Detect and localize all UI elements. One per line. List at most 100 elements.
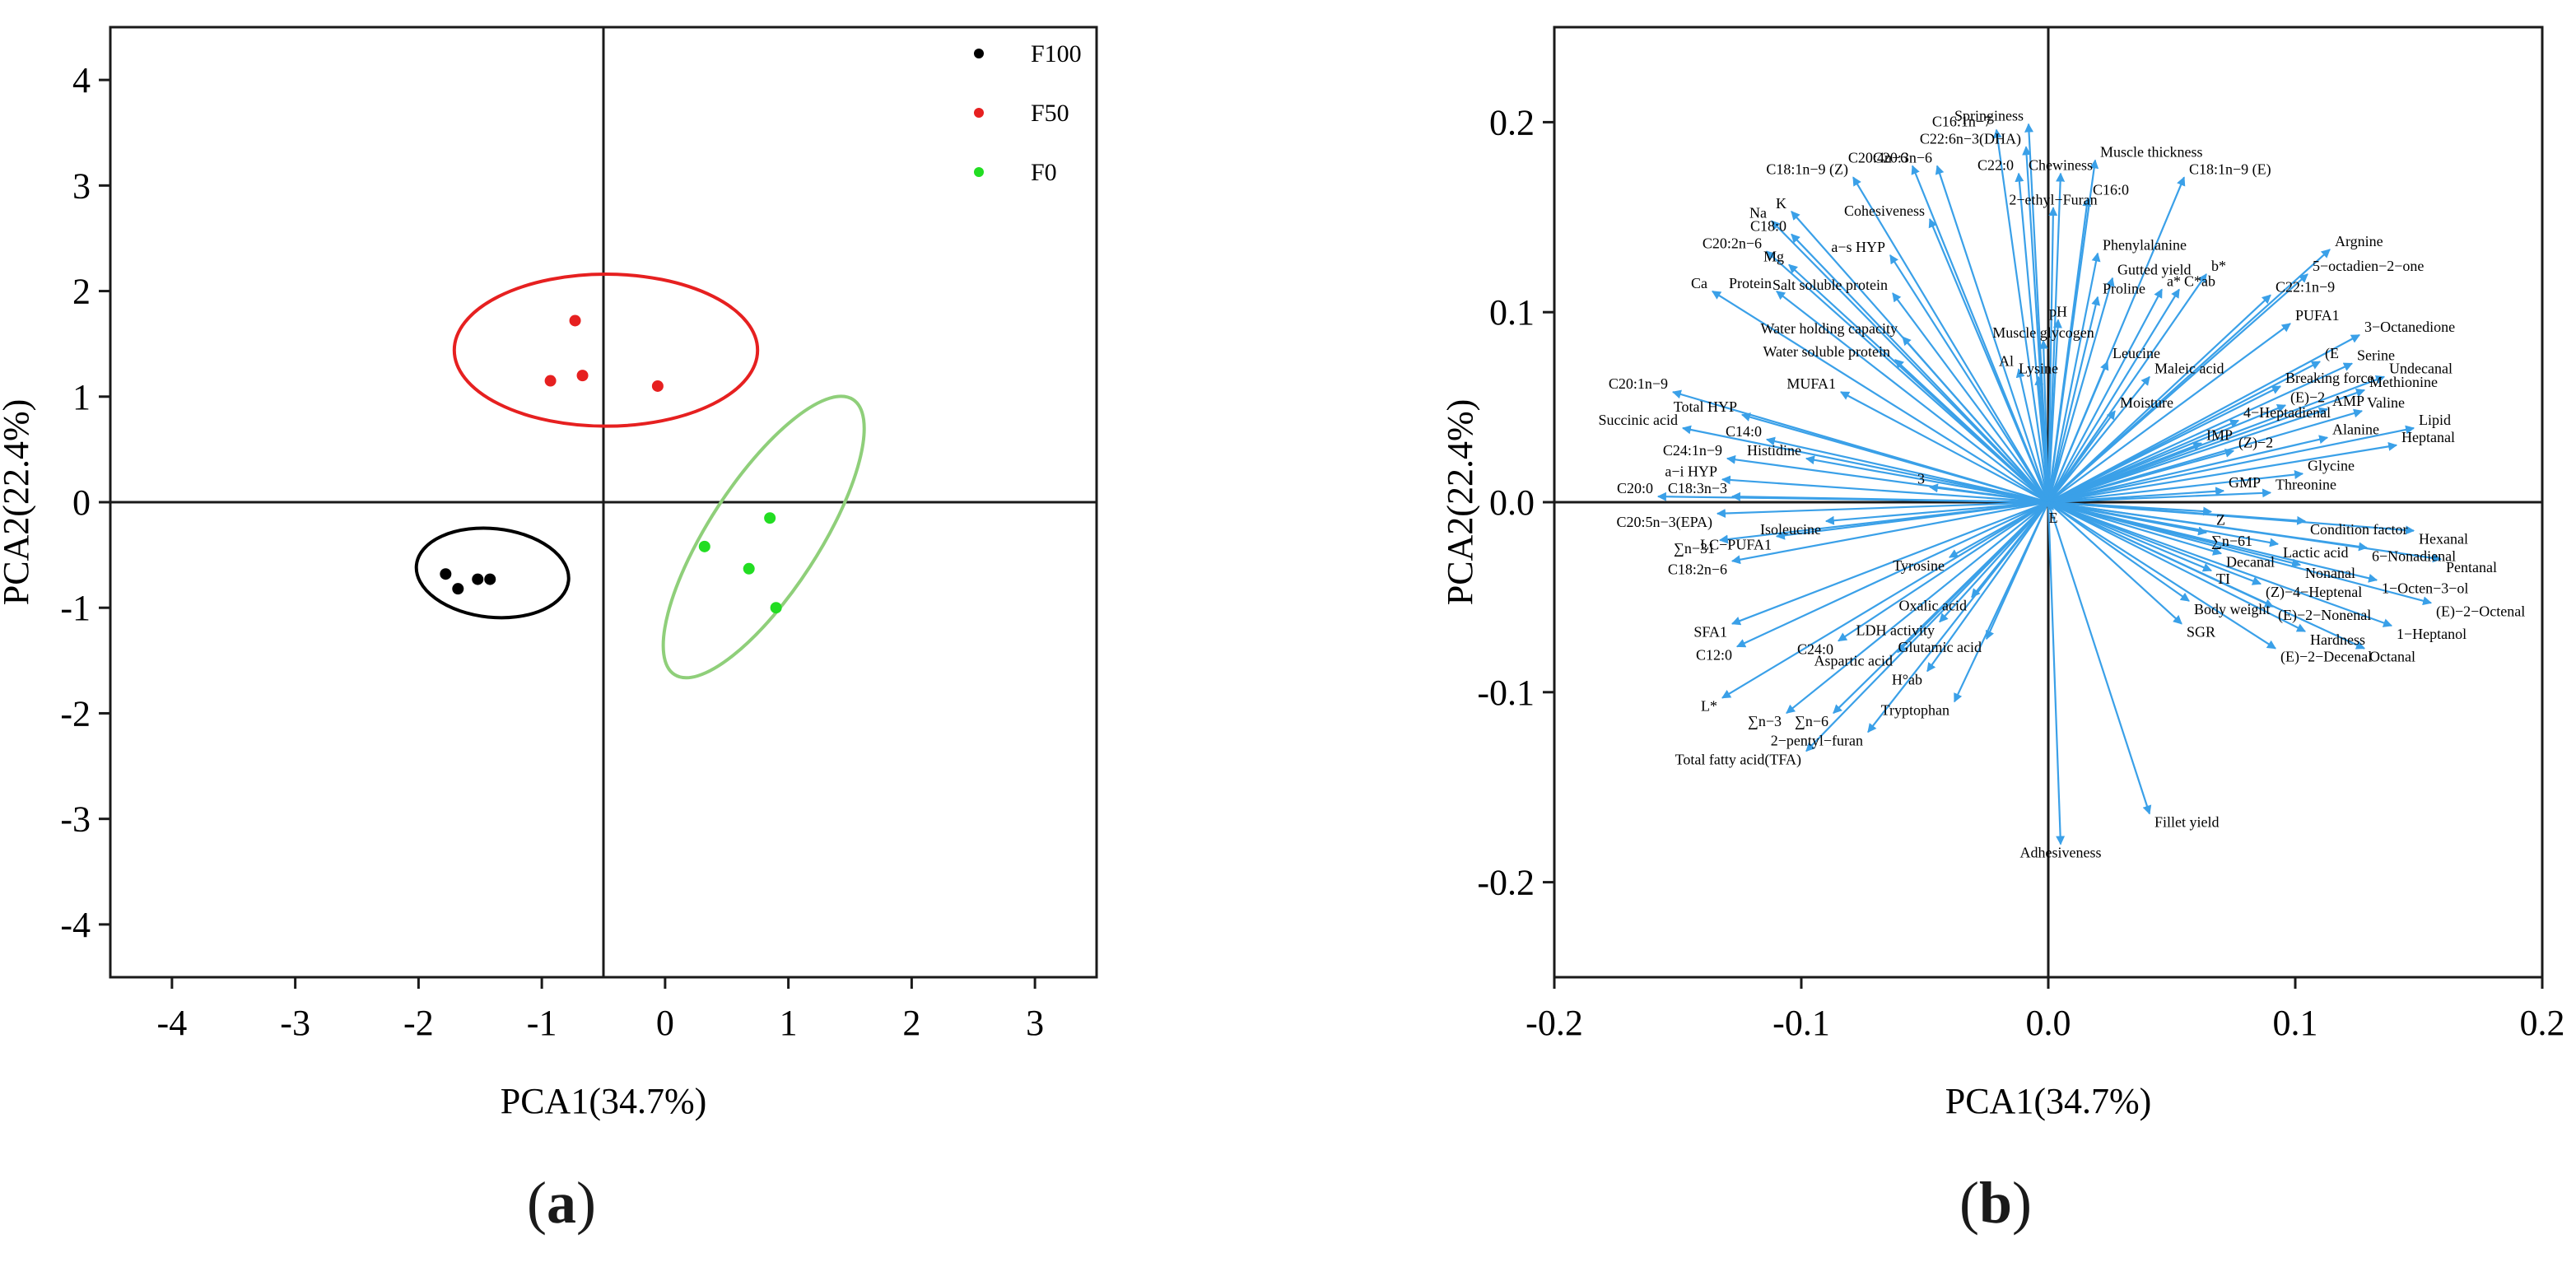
loading-arrow (1889, 254, 2049, 503)
data-point-f0 (770, 602, 782, 614)
loading-label: Proline (2103, 281, 2145, 297)
loading-label: pH (2049, 303, 2067, 319)
loading-arrow (2047, 501, 2306, 632)
loading-label: Mg (1763, 249, 1784, 265)
loading-label: Na (1749, 204, 1767, 221)
loading-label: Z (2216, 512, 2225, 529)
loading-label: Tyrosine (1893, 557, 1945, 574)
loading-arrow (2047, 501, 2415, 535)
loading-arrow (2047, 501, 2433, 606)
loading-arrow (2047, 501, 2223, 556)
loading-label: a−i HYP (1665, 463, 1717, 479)
loading-arrow (2015, 368, 2050, 503)
y-axis-title: PCA2(22.4%) (1440, 399, 1480, 606)
loading-arrow (2047, 362, 2354, 504)
loading-label: Al (1999, 352, 2014, 369)
panel-label-a-letter: a (546, 1170, 576, 1236)
loading-label: ∑n−61 (2211, 533, 2252, 549)
loading-arrow (1867, 501, 2049, 734)
x-tick-label: 0.2 (2520, 1003, 2565, 1043)
data-point-f100 (484, 573, 496, 585)
loading-label: Aspartic acid (1814, 652, 1893, 668)
loading-label: 1−Heptanol (2397, 626, 2467, 642)
loading-arrow (2047, 501, 2443, 563)
loading-arrow (1718, 501, 2049, 544)
legend-marker-f0 (974, 167, 984, 177)
loading-label: Decanal (2226, 553, 2275, 570)
loading-arrow (1716, 501, 2049, 519)
loading-label: Chewiness (2029, 157, 2093, 174)
legend: F100 F50 F0 (974, 40, 1082, 186)
y-tick-label: 0.1 (1489, 292, 1535, 333)
loading-label: GMP (2229, 474, 2261, 491)
loading-arrow (2047, 501, 2378, 583)
loading-arrow (1721, 475, 2049, 504)
loading-arrow (1852, 176, 2049, 503)
loading-arrow (1805, 501, 2049, 752)
loading-label: C24:0 (1797, 640, 1833, 657)
loading-arrow (2047, 501, 2182, 625)
data-point-f0 (698, 540, 710, 552)
data-point-f0 (743, 562, 755, 575)
loading-arrow (1786, 501, 2049, 715)
loading-label: Isoleucine (1760, 521, 1821, 538)
loading-label: Lipid (2419, 412, 2451, 428)
loading-arrow (1791, 233, 2049, 503)
x-axis-title: PCA1(34.7%) (1945, 1081, 2152, 1121)
confidence-ellipse-f100 (414, 526, 571, 620)
loading-label: Serine (2357, 347, 2395, 364)
x-tick-label: -2 (403, 1003, 434, 1043)
legend-marker-f50 (974, 108, 984, 118)
loading-arrow (2047, 385, 2281, 503)
y-tick-label: -1 (60, 588, 91, 628)
data-point-f100 (472, 573, 484, 585)
loading-label: Pentanal (2446, 559, 2497, 575)
loading-label: C20:0 (1617, 480, 1653, 496)
loading-label: C20:2n−6 (1703, 235, 1762, 251)
loading-label: C20:4n−6 (1848, 149, 1908, 165)
loading-arrow (1894, 359, 2049, 503)
y-tick-label: 3 (72, 165, 91, 206)
loading-arrow (2047, 501, 2190, 602)
confidence-ellipse-f50 (452, 272, 760, 428)
y-tick-label: -0.1 (1477, 673, 1535, 713)
loading-label: C20:3n−6 (1873, 149, 1932, 165)
loading-arrow (2047, 197, 2092, 503)
loading-arrow (2047, 273, 2207, 503)
y-tick-label: -0.2 (1477, 863, 1535, 903)
loading-arrow (2038, 339, 2050, 503)
loading-arrow (1838, 501, 2049, 642)
loading-label: Phenylalanine (2103, 237, 2187, 254)
panel-label-b: (b) (1959, 1169, 2032, 1237)
loading-label: (E (2325, 345, 2339, 362)
loading-label: b* (2211, 258, 2226, 274)
loading-label: Alanine (2332, 422, 2379, 438)
loading-label: K (1776, 195, 1786, 212)
loading-label: Fillet yield (2154, 814, 2220, 831)
x-tick-label: 0 (656, 1003, 674, 1043)
loading-arrow (2047, 501, 2365, 650)
loading-arrow (1926, 501, 2049, 673)
loading-label: Glycine (2308, 457, 2355, 473)
loading-label: Hexanal (2419, 531, 2468, 547)
loading-label: C20:5n−3(EPA) (1617, 514, 1713, 531)
loading-label: Breaking force (2285, 370, 2373, 386)
x-tick-label: -1 (527, 1003, 557, 1043)
data-point-f50 (651, 380, 664, 392)
loading-label: L* (1701, 698, 1717, 715)
loading-arrow (1765, 436, 2049, 504)
loading-arrow (2047, 361, 2109, 503)
panel-label-a-close: ) (575, 1170, 596, 1236)
y-tick-label: -4 (60, 905, 91, 945)
loading-label: Adhesiveness (2020, 844, 2102, 860)
loading-label: Lysine (2019, 361, 2058, 377)
loading-label: PUFA1 (2295, 307, 2340, 324)
loading-label: Lactic acid (2283, 544, 2348, 561)
data-point-f100 (452, 583, 464, 595)
loading-arrow (2022, 146, 2050, 503)
loading-arrow (1712, 290, 2049, 503)
loading-label: Water holding capacity (1761, 320, 1898, 337)
loading-label: 6−Nonadienal (2372, 547, 2456, 564)
loading-label: C22:0 (1977, 157, 2014, 174)
loading-label: Salt soluble protein (1772, 277, 1888, 293)
